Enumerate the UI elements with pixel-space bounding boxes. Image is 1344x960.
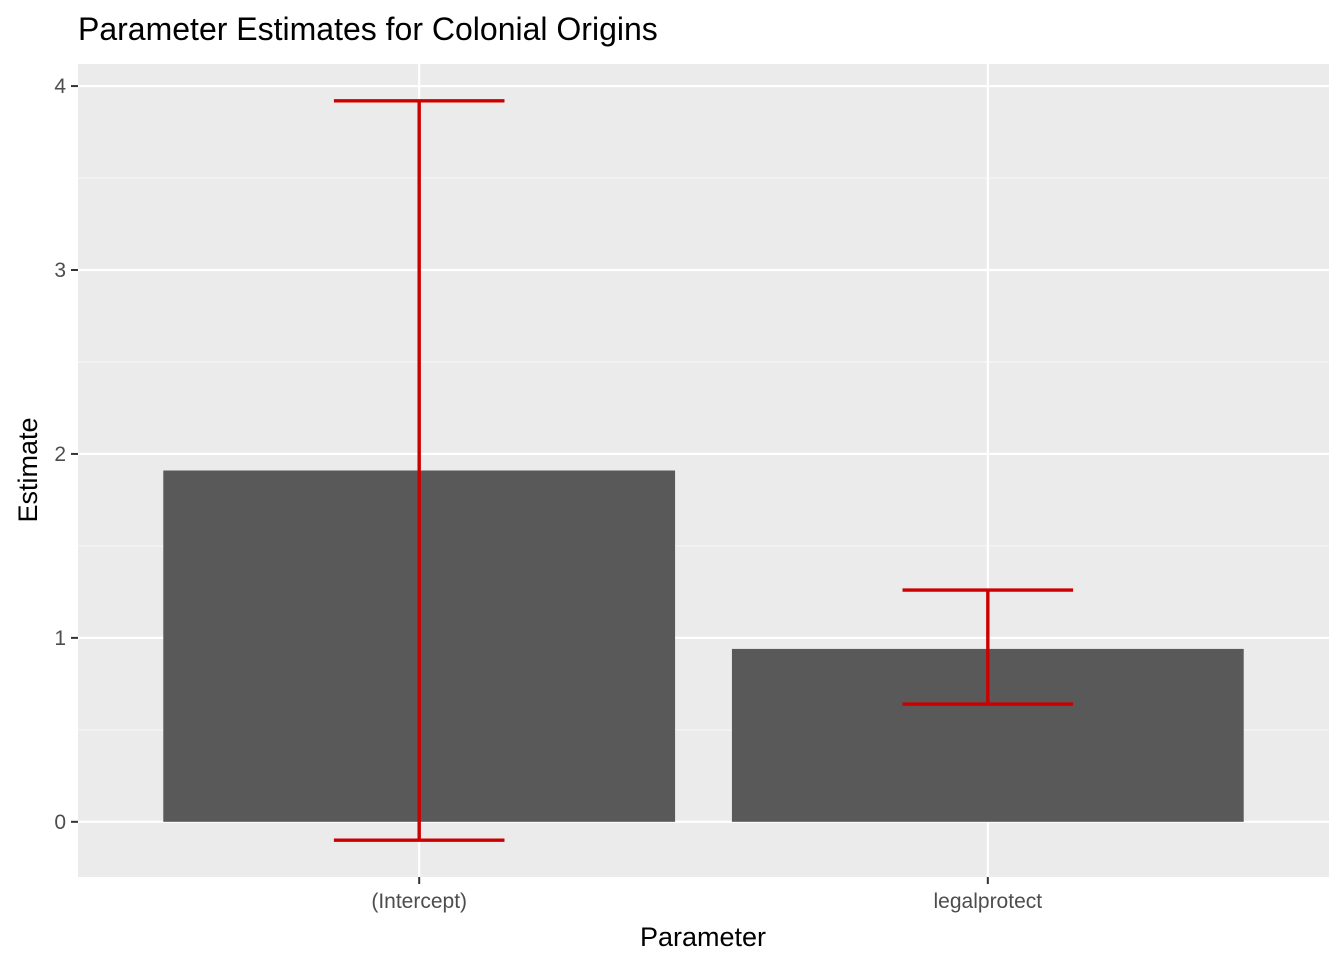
y-tick-label: 4 bbox=[54, 75, 66, 98]
y-tick-label: 2 bbox=[54, 443, 66, 466]
y-tick-label: 1 bbox=[54, 627, 66, 650]
y-tick-label: 0 bbox=[54, 811, 66, 834]
chart-title: Parameter Estimates for Colonial Origins bbox=[78, 11, 658, 47]
plot-area: 0 1 2 3 4 (Intercept) legalprotect bbox=[54, 64, 1329, 913]
x-axis-title: Parameter bbox=[640, 922, 766, 952]
x-tick-label: (Intercept) bbox=[371, 890, 467, 913]
y-axis-title: Estimate bbox=[13, 417, 43, 522]
x-tick-label: legalprotect bbox=[934, 890, 1043, 913]
y-tick-label: 3 bbox=[54, 259, 66, 282]
